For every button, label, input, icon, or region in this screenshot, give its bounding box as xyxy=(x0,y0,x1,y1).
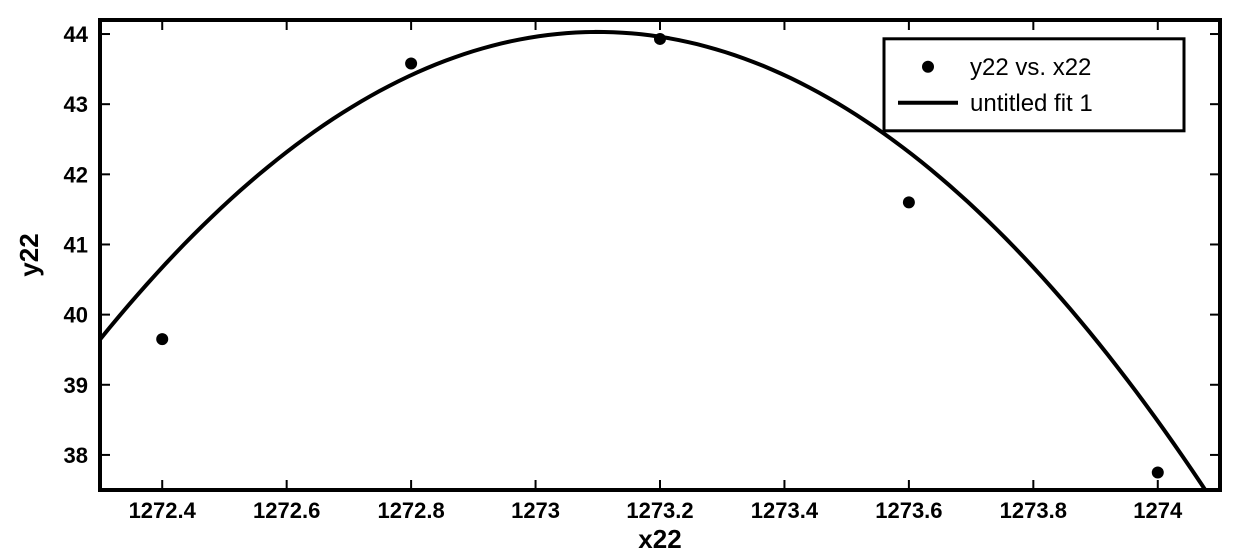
legend-label: untitled fit 1 xyxy=(970,90,1093,117)
chart-svg: 1272.4 1272.6 1272.8 1273 1273.2 1273.4 1273.6… xyxy=(0,0,1240,559)
legend: y22 vs. x22 untitled fit 1 xyxy=(884,39,1184,131)
y-axis-label: y22 xyxy=(14,233,44,276)
legend-marker-icon xyxy=(922,61,934,73)
x-tick-label: 1273.8 xyxy=(1000,498,1067,523)
scatter-point xyxy=(1152,466,1164,478)
x-tick-label: 1274 xyxy=(1133,498,1183,523)
scatter-point xyxy=(156,333,168,345)
y-tick-label: 39 xyxy=(64,373,88,398)
x-tick-label: 1273.4 xyxy=(751,498,819,523)
y-tick-label: 40 xyxy=(64,303,88,328)
scatter-point xyxy=(405,57,417,69)
scatter-point xyxy=(654,33,666,45)
x-tick-label: 1272.6 xyxy=(253,498,320,523)
x-tick-label: 1272.4 xyxy=(129,498,197,523)
x-tick-label: 1273.2 xyxy=(626,498,693,523)
x-axis-label: x22 xyxy=(638,524,681,554)
x-tick-label: 1273 xyxy=(511,498,560,523)
x-tick-label: 1272.8 xyxy=(377,498,444,523)
legend-label: y22 vs. x22 xyxy=(970,54,1091,81)
legend-box xyxy=(884,39,1184,131)
chart-container: 1272.4 1272.6 1272.8 1273 1273.2 1273.4 1273.6… xyxy=(0,0,1240,559)
y-tick-label: 41 xyxy=(64,232,88,257)
scatter-point xyxy=(903,196,915,208)
y-tick-label: 42 xyxy=(64,162,88,187)
y-tick-label: 38 xyxy=(64,443,88,468)
y-tick-label: 44 xyxy=(64,22,89,47)
x-tick-label: 1273.6 xyxy=(875,498,942,523)
y-tick-label: 43 xyxy=(64,92,88,117)
